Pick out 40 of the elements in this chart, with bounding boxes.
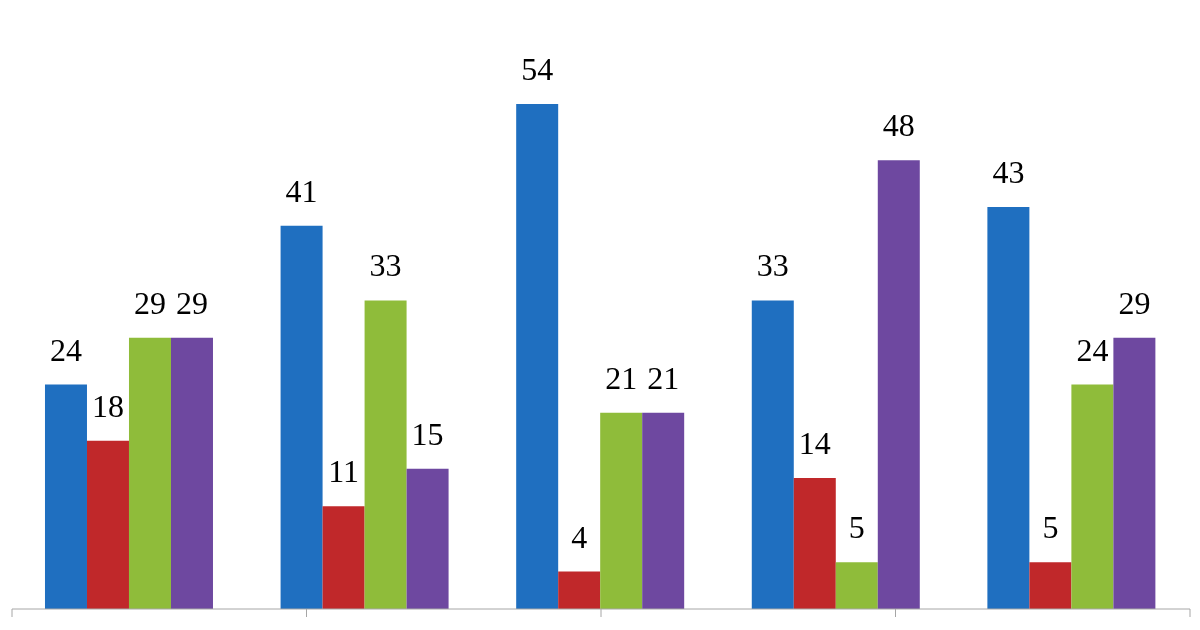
bar [558,571,601,609]
bar [1071,384,1114,609]
bar [793,478,836,609]
data-label: 11 [328,453,359,490]
bar [44,384,87,609]
data-label: 29 [133,284,166,321]
data-label: 24 [49,331,82,368]
data-label: 15 [411,415,444,452]
data-label: 29 [175,284,208,321]
bar [877,160,920,609]
bar [364,300,407,609]
bar [987,206,1030,609]
bar [751,300,794,609]
bar [170,337,213,609]
bar [406,468,449,609]
bar [322,506,365,609]
data-label: 5 [1042,509,1059,546]
data-label: 21 [647,359,680,396]
bar [1113,337,1156,609]
data-label: 54 [521,51,554,88]
data-label: 29 [1118,284,1151,321]
bar [128,337,171,609]
data-label: 33 [756,247,789,284]
data-label: 41 [285,172,318,209]
bar [86,440,129,609]
data-label: 33 [369,247,402,284]
bar [1029,562,1072,609]
data-label: 5 [848,509,865,546]
data-label: 48 [882,107,915,144]
data-label: 14 [798,425,831,462]
data-label: 4 [571,518,588,555]
bar [516,104,559,609]
bar [280,225,323,609]
data-label: 43 [992,153,1025,190]
data-label: 18 [91,387,124,424]
bar [600,412,643,609]
data-label: 24 [1076,331,1109,368]
bar [835,562,878,609]
bar [642,412,685,609]
data-label: 21 [605,359,638,396]
